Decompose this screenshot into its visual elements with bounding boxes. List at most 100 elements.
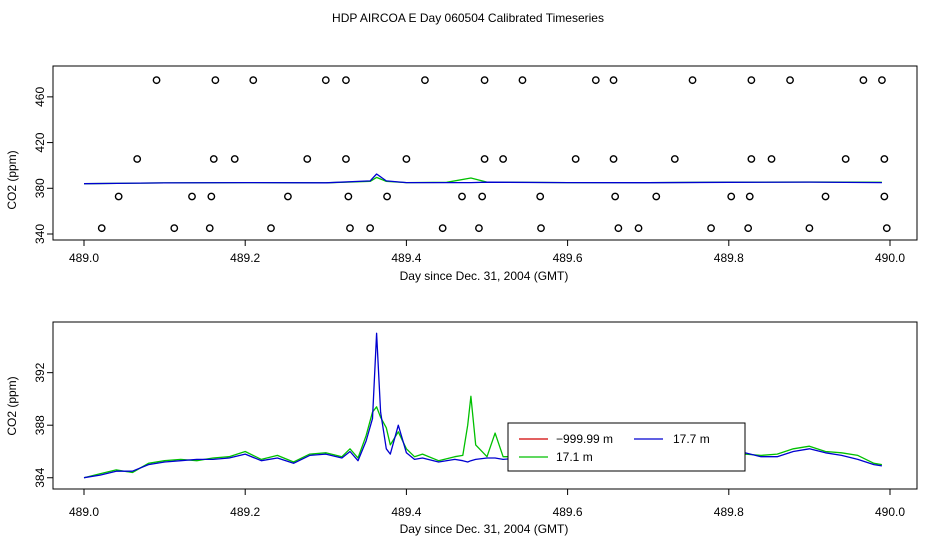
top-marker-point xyxy=(366,224,375,233)
top-marker-point xyxy=(611,192,620,201)
top-marker-point xyxy=(652,192,661,201)
top-x-axis-label: Day since Dec. 31, 2004 (GMT) xyxy=(400,269,569,283)
top-marker-point xyxy=(284,192,292,201)
legend: −999.99 m 17.7 m 17.1 m xyxy=(507,422,746,472)
bottom-x-tick-label: 489.6 xyxy=(553,505,583,519)
top-marker-point xyxy=(536,192,545,201)
top-marker-point xyxy=(634,224,643,233)
top-y-axis-label: CO2 (ppm) xyxy=(5,150,19,209)
top-marker-point xyxy=(170,224,179,233)
top-marker-point xyxy=(745,192,754,201)
top-marker-point xyxy=(518,76,527,85)
top-x-tick-label: 490.0 xyxy=(875,251,905,265)
top-marker-point xyxy=(211,76,220,85)
bottom-y-axis-label: CO2 (ppm) xyxy=(5,376,19,435)
bottom-y-axis: 384 388 392 xyxy=(33,362,53,488)
top-series-blue-line xyxy=(83,173,882,185)
legend-label-red: −999.99 m xyxy=(556,432,613,446)
top-marker-point xyxy=(859,76,868,85)
top-marker-point xyxy=(841,155,850,163)
bottom-panel: 489.0 489.2 489.4 489.6 489.8 490.0 384 388 392… xyxy=(5,321,918,536)
top-plot-frame xyxy=(52,65,918,241)
top-marker-point xyxy=(475,224,483,233)
top-marker-point xyxy=(209,155,218,163)
top-y-tick-label: 380 xyxy=(33,178,47,198)
top-x-tick-label: 489.2 xyxy=(230,251,260,265)
top-marker-point xyxy=(97,224,106,233)
top-marker-point xyxy=(805,224,814,233)
bottom-x-tick-label: 489.2 xyxy=(230,505,260,519)
top-marker-point xyxy=(591,76,600,85)
bottom-plot-frame xyxy=(52,321,918,490)
top-marker-point xyxy=(230,155,239,163)
top-marker-point xyxy=(767,155,776,163)
top-marker-point xyxy=(342,155,350,163)
top-marker-point xyxy=(321,76,330,85)
top-x-tick-label: 489.0 xyxy=(69,251,99,265)
bottom-x-tick-label: 489.4 xyxy=(391,505,421,519)
top-marker-point xyxy=(188,192,196,201)
top-plot-area xyxy=(83,76,891,233)
top-y-tick-label: 460 xyxy=(33,87,47,107)
top-marker-point xyxy=(744,224,753,233)
bottom-series-green-line xyxy=(83,395,883,479)
bottom-plot-area xyxy=(83,332,883,479)
top-marker-point xyxy=(152,76,161,85)
top-marker-point xyxy=(438,224,447,233)
top-marker-point xyxy=(342,76,350,85)
top-marker-point xyxy=(670,155,679,163)
top-panel: 489.0 489.2 489.4 489.6 489.8 490.0 340 380 420… xyxy=(5,65,918,283)
top-x-axis: 489.0 489.2 489.4 489.6 489.8 490.0 xyxy=(69,240,905,265)
top-marker-point xyxy=(707,224,715,233)
top-marker-point xyxy=(747,76,756,85)
top-marker-point xyxy=(821,192,830,201)
top-marker-point xyxy=(499,155,508,163)
top-marker-point xyxy=(727,192,736,201)
bottom-x-axis: 489.0 489.2 489.4 489.6 489.8 490.0 xyxy=(69,489,905,519)
top-y-tick-label: 340 xyxy=(33,224,47,244)
top-marker-point xyxy=(878,76,886,85)
top-x-tick-label: 489.8 xyxy=(714,251,744,265)
top-marker-point xyxy=(303,155,312,163)
top-marker-point xyxy=(207,192,216,201)
bottom-y-tick-label: 388 xyxy=(33,415,47,435)
top-marker-point xyxy=(614,224,623,233)
top-marker-point xyxy=(571,155,580,163)
top-marker-point xyxy=(480,155,489,163)
top-marker-point xyxy=(346,224,354,233)
bottom-x-axis-label: Day since Dec. 31, 2004 (GMT) xyxy=(400,522,569,536)
legend-box xyxy=(507,422,746,472)
legend-label-blue: 17.7 m xyxy=(673,432,710,446)
top-marker-point xyxy=(478,192,487,201)
top-marker-point xyxy=(480,76,489,85)
top-marker-point xyxy=(880,155,889,163)
top-marker-point xyxy=(344,192,353,201)
top-marker-point xyxy=(205,224,214,233)
top-marker-point xyxy=(249,76,258,85)
bottom-x-tick-label: 489.8 xyxy=(714,505,744,519)
top-marker-point xyxy=(747,155,756,163)
top-marker-point xyxy=(786,76,794,85)
top-x-tick-label: 489.6 xyxy=(553,251,583,265)
bottom-x-tick-label: 490.0 xyxy=(875,505,905,519)
top-marker-point xyxy=(688,76,697,85)
top-y-tick-label: 420 xyxy=(33,132,47,152)
top-marker-point xyxy=(882,224,891,233)
bottom-x-tick-label: 489.0 xyxy=(69,505,99,519)
top-marker-point xyxy=(609,155,618,163)
top-marker-point xyxy=(114,192,123,201)
top-marker-point xyxy=(133,155,142,163)
top-marker-point xyxy=(880,192,889,201)
top-x-tick-label: 489.4 xyxy=(391,251,421,265)
top-marker-point xyxy=(267,224,275,233)
bottom-y-tick-label: 384 xyxy=(33,467,47,487)
top-marker-point xyxy=(383,192,391,201)
top-marker-point xyxy=(402,155,411,163)
top-marker-point xyxy=(458,192,466,201)
top-marker-point xyxy=(421,76,429,85)
bottom-series-blue-line xyxy=(83,332,883,479)
legend-label-green: 17.1 m xyxy=(556,450,593,464)
top-y-axis: 340 380 420 460 xyxy=(33,87,53,244)
